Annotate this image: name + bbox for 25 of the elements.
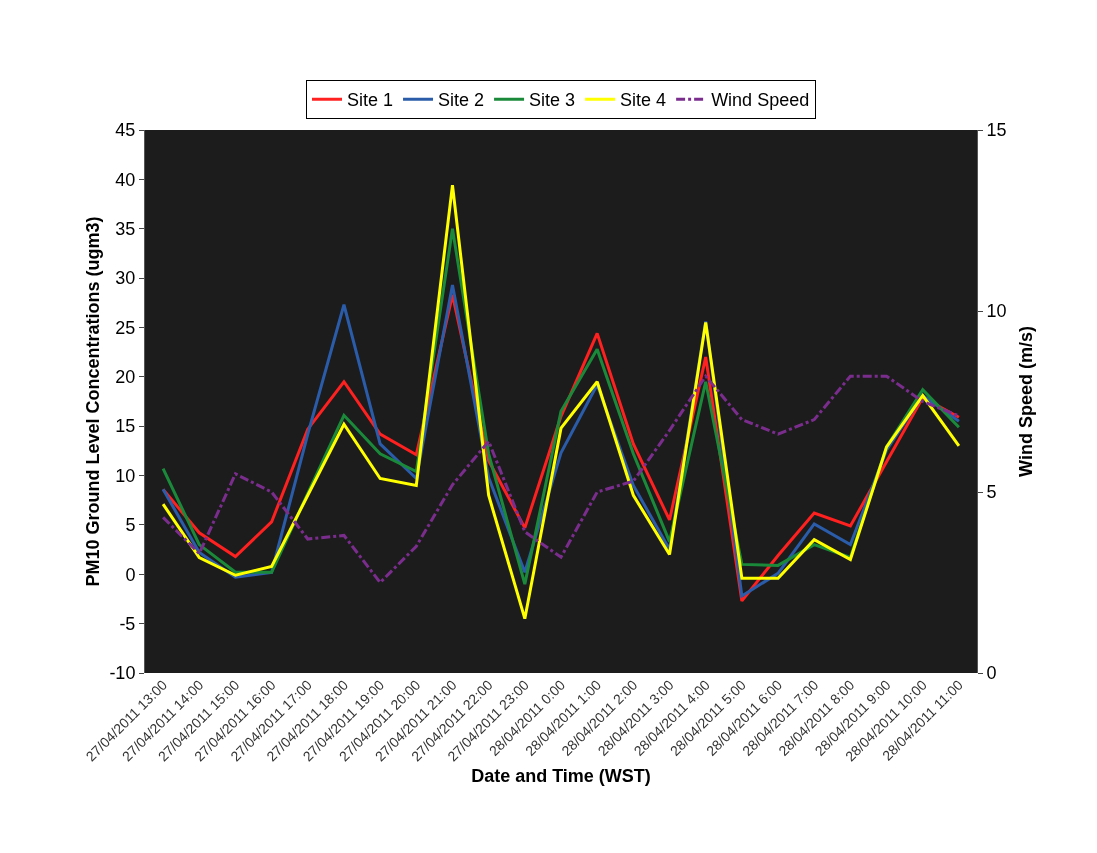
y-tick-label: 40 xyxy=(115,169,136,190)
legend-label: Site 4 xyxy=(620,90,667,111)
y-tick-label: 15 xyxy=(115,416,136,437)
y2-tick-label: 15 xyxy=(986,120,1007,141)
legend-label: Site 2 xyxy=(438,90,485,111)
y2-tick-label: 0 xyxy=(986,663,997,684)
y-tick-label: -5 xyxy=(119,613,136,634)
y-tick-label: 20 xyxy=(115,367,136,388)
y2-axis-title: Wind Speed (m/s) xyxy=(1016,326,1036,477)
y-tick-label: 25 xyxy=(115,317,136,338)
legend-label: Wind Speed xyxy=(711,90,810,111)
legend-label: Site 1 xyxy=(347,90,394,111)
y-tick-label: 10 xyxy=(115,465,136,486)
y2-tick-label: 10 xyxy=(986,301,1007,322)
line-series xyxy=(161,183,961,621)
y-tick-label: 45 xyxy=(115,120,136,141)
y-axis-title: PM10 Ground Level Concentrations (ugm3) xyxy=(83,216,103,587)
y-tick-label: 30 xyxy=(115,268,136,289)
y-tick-label: 0 xyxy=(125,564,136,585)
legend-label: Site 3 xyxy=(529,90,576,111)
y-tick-label: 5 xyxy=(125,515,136,536)
y2-tick-label: 5 xyxy=(986,482,997,503)
y-tick-label: -10 xyxy=(109,663,136,684)
x-axis-title: Date and Time (WST) xyxy=(471,766,651,787)
y-tick-label: 35 xyxy=(115,219,136,240)
